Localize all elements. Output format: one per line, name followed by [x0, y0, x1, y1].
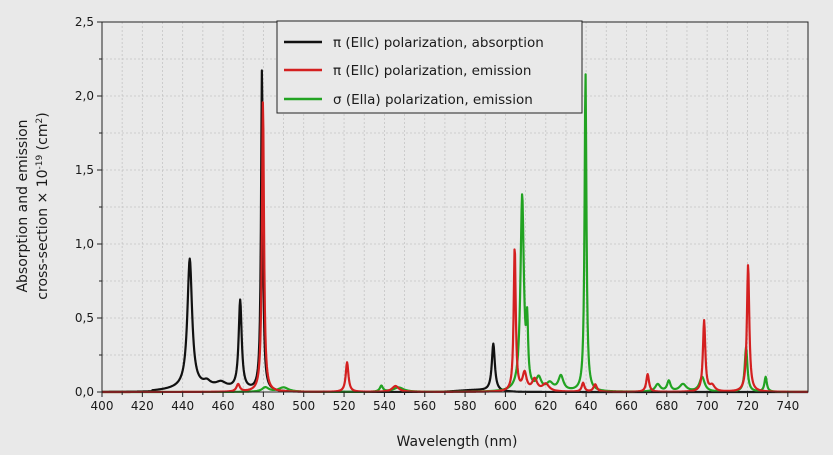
legend-item-pi-emission: π (Ellc) polarization, emission	[284, 63, 532, 79]
x-tick-label: 720	[736, 399, 759, 413]
y-axis-title: Absorption and emission cross-section × …	[15, 112, 51, 299]
legend-item-absorption: π (Ellc) polarization, absorption	[284, 35, 544, 51]
y-tick-label: 0,0	[75, 385, 94, 399]
y-tick-label: 1,0	[75, 237, 94, 251]
y-tick-label: 2,0	[75, 89, 94, 103]
y-axis-title-end: )	[35, 112, 51, 117]
y-axis-title-line2: cross-section × 10-19 (cm2)	[35, 112, 51, 299]
y-axis-title-exp2: 2	[35, 118, 45, 124]
y-axis-title-line1: Absorption and emission	[15, 119, 31, 292]
legend-label-pi-emission: π (Ellc) polarization, emission	[333, 63, 532, 79]
y-tick-label: 1,5	[75, 163, 94, 177]
x-tick-label: 400	[91, 399, 114, 413]
legend: π (Ellc) polarization, absorption π (Ell…	[276, 20, 583, 114]
legend-item-sigma-emission: σ (Ella) polarization, emission	[284, 92, 533, 108]
x-tick-label: 480	[252, 399, 275, 413]
legend-label-absorption: π (Ellc) polarization, absorption	[333, 35, 544, 51]
x-tick-label: 460	[212, 399, 235, 413]
y-tick-label: 2,5	[75, 15, 94, 29]
legend-label-sigma-emission: σ (Ella) polarization, emission	[333, 92, 533, 108]
x-tick-label: 520	[333, 399, 356, 413]
y-tick-label: 0,5	[75, 311, 94, 325]
x-tick-label: 700	[696, 399, 719, 413]
x-tick-label: 580	[454, 399, 477, 413]
ticks: 400 420 440 460 480 500 520 540 560 580 600 620 640 6…	[75, 15, 799, 413]
x-tick-label: 680	[655, 399, 678, 413]
y-axis-title-suffix: (cm	[35, 124, 51, 155]
x-axis-title: Wavelength (nm)	[397, 434, 518, 450]
x-tick-label: 620	[534, 399, 557, 413]
x-tick-label: 740	[776, 399, 799, 413]
legend-box	[276, 20, 583, 114]
x-tick-label: 640	[575, 399, 598, 413]
x-tick-label: 440	[171, 399, 194, 413]
x-tick-label: 500	[292, 399, 315, 413]
x-tick-label: 540	[373, 399, 396, 413]
x-tick-label: 600	[494, 399, 517, 413]
y-axis-title-prefix: cross-section × 10	[35, 169, 51, 299]
x-tick-label: 660	[615, 399, 638, 413]
x-tick-label: 560	[413, 399, 436, 413]
x-tick-label: 420	[131, 399, 154, 413]
y-axis-title-exp: -19	[35, 154, 45, 169]
